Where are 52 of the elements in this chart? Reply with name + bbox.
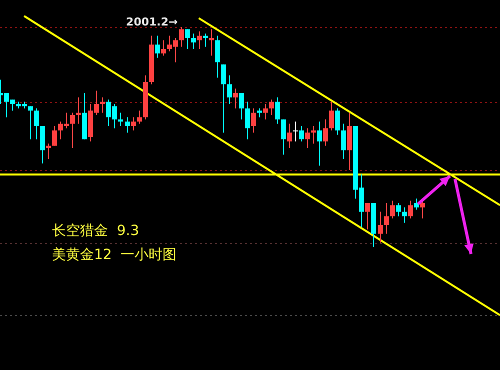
- candlestick: [365, 202, 370, 230]
- candlestick: [191, 33, 196, 50]
- candlestick: [335, 108, 340, 136]
- candlestick: [311, 126, 316, 144]
- candlestick: [215, 35, 220, 78]
- candlestick: [100, 96, 105, 114]
- candlestick: [227, 74, 232, 104]
- candlestick: [396, 202, 401, 217]
- candlestick: [299, 126, 304, 142]
- candlestick: [221, 64, 226, 134]
- candlestick: [131, 116, 136, 131]
- candlestick: [209, 28, 214, 56]
- candlestick: [179, 26, 184, 48]
- candlestick: [203, 33, 208, 48]
- annotation: 美黄金12 一小时图: [52, 246, 177, 264]
- candlestick: [233, 88, 238, 109]
- candlestick: [287, 123, 292, 148]
- candlestick: [275, 96, 280, 124]
- candlestick: [28, 106, 33, 140]
- candlestick: [384, 202, 389, 234]
- candlestick: [155, 35, 160, 58]
- candlestick: [281, 118, 286, 156]
- candlestick: [185, 28, 190, 50]
- candlestick: [305, 128, 310, 148]
- candlestick: [161, 40, 166, 56]
- candlestick: [341, 123, 346, 160]
- candlestick: [118, 112, 123, 126]
- candlestick: [46, 143, 51, 160]
- candlestick: [263, 104, 268, 120]
- candlestick: [317, 121, 322, 166]
- annotation: 2001.2→: [126, 15, 178, 28]
- candlestick: [125, 116, 130, 134]
- candlestick: [378, 211, 383, 244]
- candlestick: [323, 118, 328, 146]
- candlestick: [76, 96, 81, 124]
- candlestick: [70, 112, 75, 148]
- candlestick: [293, 121, 298, 142]
- candlestick: [390, 200, 395, 219]
- candlestick: [197, 30, 202, 50]
- candlestick: [269, 99, 274, 116]
- candlestick: [420, 200, 425, 219]
- candlestick: [34, 108, 39, 140]
- candlestick: [408, 200, 413, 219]
- candlestick: [52, 126, 57, 146]
- candlestick: [239, 92, 244, 120]
- candlestick: [245, 101, 250, 140]
- candlestick: [414, 198, 419, 210]
- annotation: 长空猎金 9.3: [52, 222, 140, 240]
- candlestick: [137, 110, 142, 124]
- candlestick: [329, 101, 334, 131]
- candlestick: [402, 206, 407, 224]
- candlestick: [251, 108, 256, 134]
